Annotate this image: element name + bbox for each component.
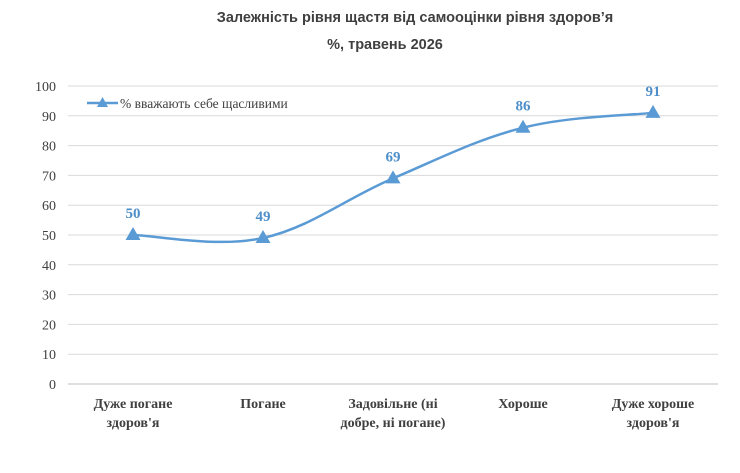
y-tick-label: 30: [42, 289, 56, 304]
chart-title: Залежність рівня щастя від самооцінки рі…: [216, 10, 614, 26]
y-tick-label: 20: [42, 318, 56, 333]
data-label: 49: [256, 209, 271, 225]
series-layer: 50 49 69 86 91: [125, 84, 661, 244]
x-tick-label: Дуже погане: [94, 397, 173, 412]
y-tick-label: 50: [42, 229, 56, 244]
data-point-marker: [385, 170, 401, 184]
y-tick-label: 0: [49, 378, 56, 393]
y-tick-label: 80: [42, 140, 56, 155]
y-axis: 0 10 20 30 40 50 60 70 80 90 100: [35, 80, 56, 393]
data-point-marker: [515, 119, 531, 133]
y-tick-label: 90: [42, 110, 56, 125]
x-tick-label: здоров'я: [107, 416, 160, 431]
data-label: 91: [646, 84, 661, 100]
x-tick-label: здоров'я: [627, 416, 680, 431]
legend: % вважають себе щасливими: [87, 96, 288, 111]
data-label: 50: [126, 206, 141, 222]
gridlines: [68, 85, 718, 355]
y-tick-label: 70: [42, 169, 56, 184]
data-point-marker: [645, 104, 661, 118]
y-tick-label: 40: [42, 259, 56, 274]
x-axis: Дуже погане здоров'я Погане Задовільне (ні д…: [68, 383, 718, 431]
legend-label: % вважають себе щасливими: [120, 96, 288, 111]
x-tick-label: Дуже хороше: [612, 397, 694, 412]
y-tick-label: 10: [42, 348, 56, 363]
data-point-marker: [255, 229, 271, 243]
x-tick-label: Хороше: [498, 397, 548, 412]
y-tick-label: 60: [42, 199, 56, 214]
chart-subtitle: %, травень 2026: [327, 37, 443, 53]
x-tick-label: Погане: [240, 397, 286, 412]
data-point-marker: [125, 227, 141, 240]
x-tick-label: Задовільне (ні: [348, 397, 437, 412]
x-tick-label: добре, ні погане): [341, 416, 446, 431]
data-label: 86: [516, 99, 532, 115]
y-tick-label: 100: [35, 80, 56, 95]
legend-marker: [97, 97, 108, 107]
data-label: 69: [386, 149, 401, 165]
